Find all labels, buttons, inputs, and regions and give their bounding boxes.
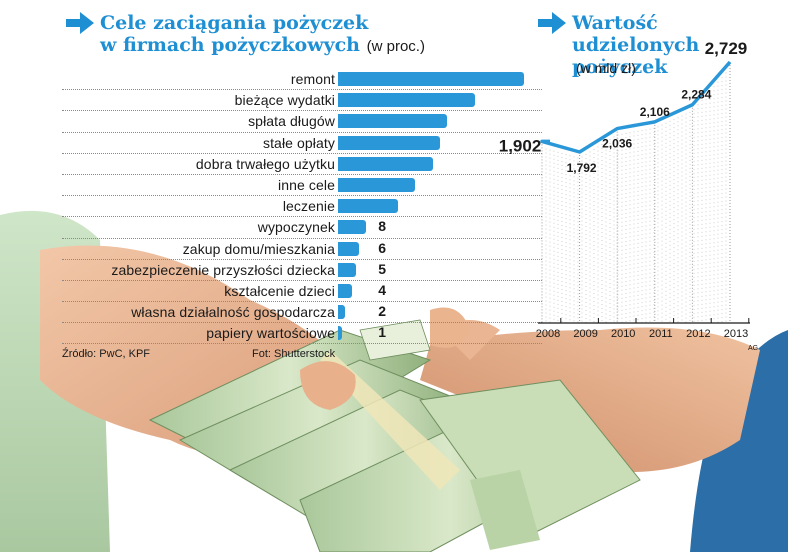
bar [338,326,342,341]
x-tick-label: 2011 [649,328,673,340]
bar [338,135,440,150]
data-label: 2,106 [640,105,670,119]
x-tick-label: 2008 [536,328,560,340]
right-arm [420,327,760,472]
bar-category-label: papiery wartościowe [206,325,335,342]
bar-category-label: remont [290,71,335,87]
bar-row: inne cele22 [62,175,542,197]
data-label: 2,729 [705,39,748,58]
source-note: Źródło: PwC, KPF [62,348,151,360]
bar-category-label: dobra trwałego użytku [195,155,335,172]
bar-chart-title-line1: Cele zaciągania pożyczek [100,12,369,34]
bar-row: remont53 [62,69,542,91]
bar-chart-title: Cele zaciągania pożyczek w firmach pożyc… [100,12,430,58]
bar-category-label: zakup domu/mieszkania [182,240,335,257]
right-thumb [430,307,470,348]
arrow-icon [538,12,566,34]
bar-category-label: własna działalność gospodarcza [131,304,335,321]
photo-credit: Fot: Shutterstock [252,348,336,360]
x-tick-label: 2012 [686,328,710,340]
left-thumb [300,361,356,410]
arrow-icon [66,12,94,34]
bar-chart-unit: (w proc.) [366,38,425,55]
x-tick-label: 2009 [573,328,597,340]
bar-category-label: zabezpieczenie przyszłości dziecka [111,261,335,278]
bar [338,72,524,86]
bar-category-label: spłata długów [248,113,335,130]
bar [338,199,398,214]
bar-value-label: 1 [378,324,386,341]
x-tick-label: 2013 [724,328,748,340]
bar-value-label: 8 [378,218,386,235]
data-label: 2,036 [602,137,632,151]
bar-category-label: kształcenie dzieci [224,282,335,299]
bar-category-label: leczenie [282,198,335,215]
bar-chart-title-line2: w firmach pożyczkowych [100,34,360,56]
bar-row: kształcenie dzieci 4 [62,281,542,303]
author-signature: AG [748,345,759,352]
bar [338,114,447,129]
bar [338,220,367,235]
right-sleeve [690,330,788,552]
line-chart-title-line2: pożyczek [572,56,668,78]
bar-row: własna działalność gospodarcza 2 [62,302,542,324]
bar-category-label: wypoczynek [257,219,335,236]
data-label: 1,792 [567,161,597,175]
line-chart-unit: (w mld zł) [576,60,636,76]
bar-row: zabezpieczenie przyszłości dziecka 5 [62,260,542,281]
line-chart-title-line1: Wartość udzielonych [572,12,700,56]
bar-row: stałe opłaty29 [62,133,542,154]
bar-category-label: stałe opłaty [262,134,335,151]
bar [338,262,356,277]
data-label: 1,902 [499,136,542,155]
data-label: 2,284 [681,88,711,102]
line-chart-title: Wartość udzielonych pożyczek [572,12,782,78]
bar [338,305,346,320]
bar-row: zakup domu/mieszkania 6 [62,239,542,260]
bar-row: papiery wartościowe 1 [62,323,542,345]
bar-chart: remont53bieżące wydatki39spłata długów31… [62,69,542,345]
bar-row: spłata długów31 [62,111,542,133]
series-line [540,60,732,154]
line-chart: 2008 2009 2010 2011 2012 2013 1,902 1,792 2,036 2… [499,39,750,340]
bar [338,156,433,171]
bar [338,177,416,192]
bar-value-label: 6 [378,239,386,256]
bar [338,241,360,256]
bar [338,93,475,108]
bar [338,283,353,298]
bar-value-label: 5 [378,260,386,277]
x-tick-label: 2010 [611,328,635,340]
bar-row: bieżące wydatki39 [62,90,542,112]
bar-row: wypoczynek 8 [62,217,542,239]
bar-category-label: inne cele [278,176,335,193]
bar-value-label: 4 [378,281,386,298]
bar-category-label: bieżące wydatki [234,92,335,109]
bar-value-label: 2 [378,303,386,320]
bar-row: dobra trwałego użytku27 [62,154,542,175]
bar-row: leczenie17 [62,196,542,218]
